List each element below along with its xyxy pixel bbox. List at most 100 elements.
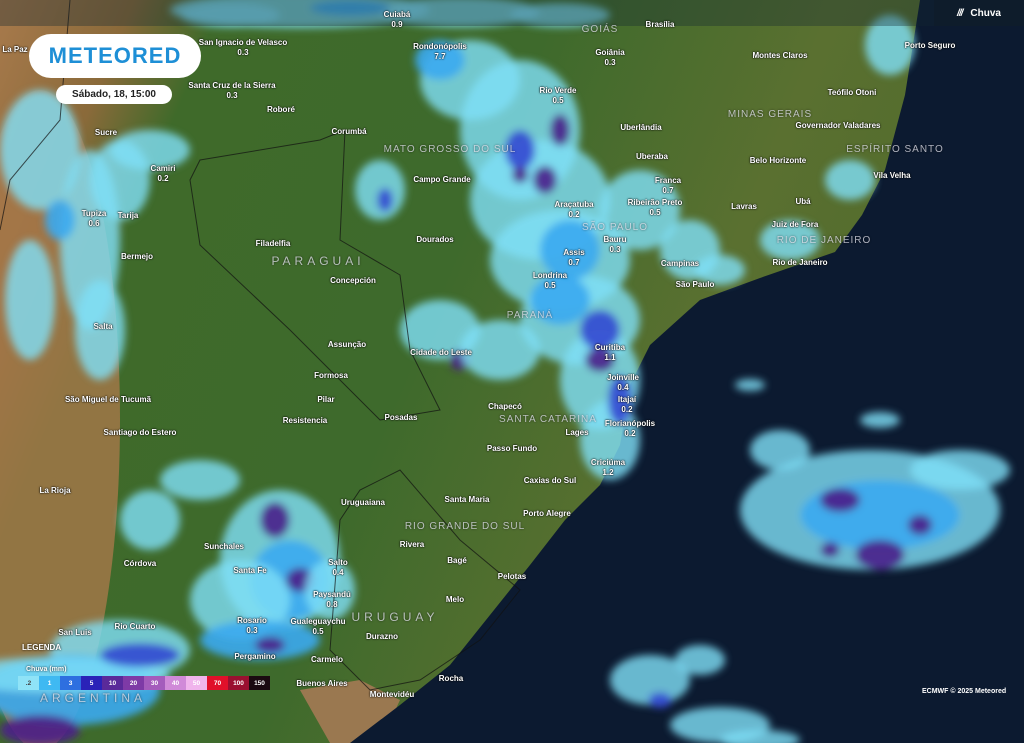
city-label[interactable]: Goiânia 0.3 [595, 48, 624, 68]
city-label[interactable]: Rio de Janeiro [772, 258, 827, 268]
city-label[interactable]: Santa Fe [233, 566, 266, 576]
region-label: SANTA CATARINA [499, 414, 597, 425]
city-label[interactable]: Belo Horizonte [750, 156, 806, 166]
city-label[interactable]: Lavras [731, 202, 757, 212]
city-label[interactable]: Resistencia [283, 416, 327, 426]
city-label[interactable]: Cuiabá 0.9 [384, 10, 411, 30]
city-label[interactable]: Roboré [267, 105, 295, 115]
city-label[interactable]: Itajaí 0.2 [618, 395, 636, 415]
city-label[interactable]: Cidade do Leste [410, 348, 472, 358]
city-label[interactable]: Vila Velha [873, 171, 910, 181]
city-label[interactable]: Montes Claros [752, 51, 807, 61]
city-label[interactable]: Salto 0.4 [328, 558, 348, 578]
city-name: Posadas [384, 413, 418, 422]
city-label[interactable]: Criciúma 1.2 [591, 458, 625, 478]
city-label[interactable]: Curitiba 1.1 [595, 343, 625, 363]
city-label[interactable]: Uberaba [636, 152, 668, 162]
city-label[interactable]: Chapecó [488, 402, 522, 412]
city-label[interactable]: São Miguel de Tucumã [65, 395, 151, 405]
city-label[interactable]: Araçatuba 0.2 [554, 200, 593, 220]
legend-title[interactable]: LEGENDA [22, 643, 62, 652]
city-label[interactable]: Salta [93, 322, 112, 332]
rain-area [648, 692, 672, 708]
city-label[interactable]: Pelotas [498, 572, 526, 582]
city-label[interactable]: Joinville 0.4 [607, 373, 639, 393]
city-label[interactable]: La Paz [2, 45, 27, 55]
city-label[interactable]: Pergamino [234, 652, 275, 662]
city-label[interactable]: Ubá [795, 197, 810, 207]
city-label[interactable]: Filadelfia [256, 239, 291, 249]
city-label[interactable]: Campo Grande [413, 175, 470, 185]
city-label[interactable]: Rosario 0.3 [237, 616, 267, 636]
city-label[interactable]: Santa Cruz de la Sierra 0.3 [188, 81, 275, 101]
city-label[interactable]: Posadas [385, 413, 418, 423]
city-label[interactable]: Lages [565, 428, 588, 438]
city-label[interactable]: San Luis [58, 628, 91, 638]
city-label[interactable]: Bauru 0.3 [603, 235, 626, 255]
city-label[interactable]: São Paulo [676, 280, 715, 290]
city-label[interactable]: Bermejo [121, 252, 153, 262]
city-label[interactable]: Sunchales [204, 542, 244, 552]
city-label[interactable]: Franca 0.7 [655, 176, 681, 196]
city-label[interactable]: Tarija [118, 211, 139, 221]
city-label[interactable]: Concepción [330, 276, 376, 286]
city-label[interactable]: Corumbá [331, 127, 366, 137]
city-name: Formosa [314, 371, 348, 380]
city-label[interactable]: Campinas [661, 259, 699, 269]
city-label[interactable]: Rivera [400, 540, 424, 550]
city-label[interactable]: Dourados [416, 235, 453, 245]
city-label[interactable]: Santiago do Estero [104, 428, 177, 438]
city-label[interactable]: Teófilo Otoni [828, 88, 877, 98]
region-label: ARGENTINA [39, 691, 147, 705]
city-label[interactable]: Rocha [439, 674, 463, 684]
city-label[interactable]: Paysandú 0.8 [313, 590, 351, 610]
forecast-datetime[interactable]: Sábado, 18, 15:00 [56, 85, 172, 104]
city-label[interactable]: Carmelo [311, 655, 343, 665]
city-label[interactable]: Formosa [314, 371, 348, 381]
rain-area [533, 166, 557, 194]
city-label[interactable]: Porto Alegre [523, 509, 571, 519]
city-label[interactable]: Pilar [317, 395, 334, 405]
city-label[interactable]: Rio Cuarto [115, 622, 156, 632]
rain-area [260, 502, 290, 538]
city-label[interactable]: Camiri 0.2 [151, 164, 176, 184]
rain-area [512, 167, 528, 183]
city-label[interactable]: Caxias do Sul [524, 476, 576, 486]
city-label[interactable]: Buenos Aires [296, 679, 347, 689]
meteored-logo[interactable]: METEORED [29, 34, 201, 78]
city-label[interactable]: Montevidéu [370, 690, 414, 700]
city-label[interactable]: Porto Seguro [905, 41, 956, 51]
city-label[interactable]: Uberlândia [620, 123, 661, 133]
city-name: Concepción [330, 276, 376, 285]
rain-area [160, 460, 240, 500]
city-label[interactable]: Juiz de Fora [772, 220, 819, 230]
city-label[interactable]: Brasília [646, 20, 675, 30]
city-label[interactable]: Passo Fundo [487, 444, 537, 454]
city-label[interactable]: Córdova [124, 559, 156, 569]
city-label[interactable]: Sucre [95, 128, 117, 138]
city-label[interactable]: Bagé [447, 556, 467, 566]
city-name: Bermejo [120, 252, 154, 261]
city-label[interactable]: Gualeguaychu 0.5 [290, 617, 345, 637]
city-label[interactable]: Assis 0.7 [563, 248, 584, 268]
city-label[interactable]: Santa Maria [445, 495, 490, 505]
city-label[interactable]: San Ignacio de Velasco 0.3 [199, 38, 287, 58]
layer-selector-button[interactable]: /// Chuva [934, 0, 1024, 26]
city-label[interactable]: Rondonópolis 7.7 [413, 42, 467, 62]
city-label[interactable]: Rio Verde 0.5 [540, 86, 577, 106]
rain-area [735, 379, 765, 391]
city-label[interactable]: Ribeirão Preto 0.5 [628, 198, 683, 218]
city-label[interactable]: Durazno [366, 632, 398, 642]
city-label[interactable]: Londrina 0.5 [533, 271, 567, 291]
city-label[interactable]: Governador Valadares [796, 121, 881, 131]
rain-area [720, 730, 800, 743]
rain-area [825, 160, 875, 200]
rain-area [180, 3, 280, 27]
city-label[interactable]: Melo [446, 595, 464, 605]
city-label[interactable]: Uruguaiana [341, 498, 385, 508]
city-label[interactable]: La Rioja [39, 486, 70, 496]
city-label[interactable]: Florianópolis 0.2 [605, 419, 655, 439]
city-label[interactable]: Assunção [328, 340, 366, 350]
city-label[interactable]: Tupiza 0.6 [82, 209, 107, 229]
